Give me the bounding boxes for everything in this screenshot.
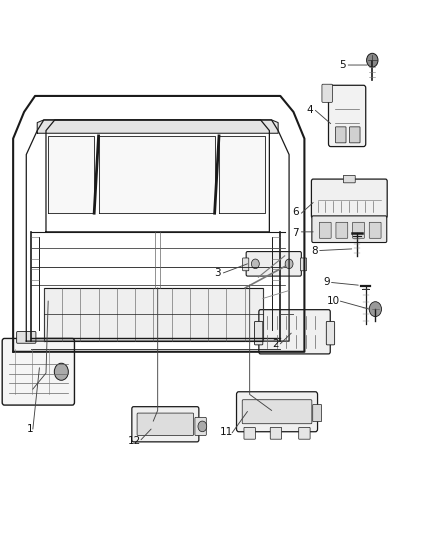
Text: 12: 12	[127, 437, 141, 446]
FancyBboxPatch shape	[311, 179, 387, 218]
Text: 4: 4	[306, 106, 313, 115]
Polygon shape	[219, 136, 265, 213]
Polygon shape	[48, 136, 94, 213]
FancyBboxPatch shape	[17, 332, 36, 343]
FancyBboxPatch shape	[254, 321, 263, 345]
FancyBboxPatch shape	[353, 222, 364, 238]
FancyBboxPatch shape	[299, 427, 310, 439]
FancyBboxPatch shape	[195, 417, 206, 435]
Text: 6: 6	[292, 207, 299, 216]
Text: 8: 8	[311, 246, 318, 255]
FancyBboxPatch shape	[326, 321, 335, 345]
FancyBboxPatch shape	[350, 127, 360, 143]
Circle shape	[285, 259, 293, 269]
Text: 10: 10	[327, 296, 340, 306]
Circle shape	[369, 302, 381, 317]
Circle shape	[198, 421, 207, 432]
FancyBboxPatch shape	[137, 413, 194, 435]
Text: 7: 7	[292, 228, 299, 238]
Text: 1: 1	[26, 424, 33, 434]
FancyBboxPatch shape	[237, 392, 318, 432]
FancyBboxPatch shape	[328, 85, 366, 147]
Circle shape	[251, 259, 259, 269]
Circle shape	[54, 364, 68, 381]
FancyBboxPatch shape	[243, 258, 249, 271]
Polygon shape	[99, 136, 215, 213]
FancyBboxPatch shape	[244, 427, 255, 439]
FancyBboxPatch shape	[270, 427, 282, 439]
Text: 5: 5	[339, 60, 346, 70]
FancyBboxPatch shape	[336, 127, 346, 143]
FancyBboxPatch shape	[312, 216, 387, 243]
FancyBboxPatch shape	[132, 407, 199, 442]
FancyBboxPatch shape	[313, 405, 321, 422]
FancyBboxPatch shape	[259, 310, 330, 354]
Text: 3: 3	[214, 269, 221, 278]
FancyBboxPatch shape	[322, 84, 332, 102]
FancyBboxPatch shape	[246, 252, 301, 276]
FancyBboxPatch shape	[319, 222, 331, 238]
Text: 11: 11	[220, 427, 233, 437]
Polygon shape	[37, 120, 278, 133]
FancyBboxPatch shape	[300, 258, 307, 271]
FancyBboxPatch shape	[242, 400, 312, 424]
Circle shape	[367, 53, 378, 67]
FancyBboxPatch shape	[343, 175, 355, 183]
Polygon shape	[44, 288, 263, 341]
FancyBboxPatch shape	[2, 338, 74, 405]
Text: 9: 9	[323, 278, 330, 287]
FancyBboxPatch shape	[369, 222, 381, 238]
FancyBboxPatch shape	[336, 222, 348, 238]
Text: 2: 2	[272, 339, 279, 349]
